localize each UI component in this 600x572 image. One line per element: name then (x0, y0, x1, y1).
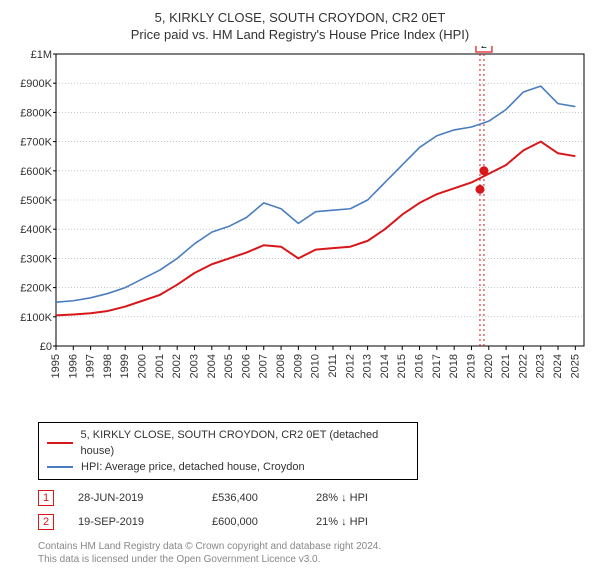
price-vs-hpi-chart: £0 £100K £200K £300K £400K £500K £600K £700K £80… (10, 46, 590, 416)
transaction-date: 19-SEP-2019 (78, 516, 188, 528)
svg-text:1995: 1995 (50, 354, 62, 378)
svg-text:2008: 2008 (275, 354, 287, 378)
footer-line: Contains HM Land Registry data © Crown c… (38, 540, 590, 553)
chart-legend: 5, KIRKLY CLOSE, SOUTH CROYDON, CR2 0ET … (38, 422, 418, 480)
svg-text:2010: 2010 (310, 354, 322, 378)
svg-text:2017: 2017 (431, 354, 443, 378)
svg-text:2003: 2003 (188, 354, 200, 378)
svg-text:2009: 2009 (292, 354, 304, 378)
svg-text:£900K: £900K (20, 78, 52, 90)
transaction-badge: 1 (38, 490, 54, 506)
svg-text:2014: 2014 (379, 354, 391, 378)
svg-text:1996: 1996 (67, 354, 79, 378)
transaction-date: 28-JUN-2019 (78, 492, 188, 504)
svg-text:2024: 2024 (552, 354, 564, 378)
svg-text:£600K: £600K (20, 166, 52, 178)
transaction-price: £536,400 (212, 492, 292, 504)
svg-text:£700K: £700K (20, 137, 52, 149)
svg-text:2002: 2002 (171, 354, 183, 378)
transaction-hpi-delta: 28% ↓ HPI (316, 492, 416, 504)
legend-swatch (47, 466, 73, 468)
svg-text:£200K: £200K (20, 283, 52, 295)
legend-swatch (47, 442, 73, 444)
svg-text:2004: 2004 (206, 354, 218, 378)
svg-text:2007: 2007 (258, 354, 270, 378)
svg-text:£300K: £300K (20, 253, 52, 265)
svg-text:2013: 2013 (362, 354, 374, 378)
transactions-table: 1 28-JUN-2019 £536,400 28% ↓ HPI 2 19-SEP-201… (38, 486, 590, 534)
svg-text:2020: 2020 (483, 354, 495, 378)
svg-text:2025: 2025 (569, 354, 581, 378)
legend-label: HPI: Average price, detached house, Croy… (81, 459, 305, 475)
svg-text:1997: 1997 (85, 354, 97, 378)
svg-text:£0: £0 (40, 341, 52, 353)
legend-item: 5, KIRKLY CLOSE, SOUTH CROYDON, CR2 0ET … (47, 427, 409, 459)
svg-text:£400K: £400K (20, 224, 52, 236)
svg-text:2015: 2015 (396, 354, 408, 378)
svg-text:2023: 2023 (535, 354, 547, 378)
svg-text:2018: 2018 (448, 354, 460, 378)
legend-label: 5, KIRKLY CLOSE, SOUTH CROYDON, CR2 0ET … (81, 427, 409, 459)
chart-title-address: 5, KIRKLY CLOSE, SOUTH CROYDON, CR2 0ET (10, 10, 590, 25)
svg-text:2019: 2019 (465, 354, 477, 378)
transaction-row: 1 28-JUN-2019 £536,400 28% ↓ HPI (38, 486, 590, 510)
chart-title-sub: Price paid vs. HM Land Registry's House … (10, 27, 590, 42)
svg-text:2022: 2022 (517, 354, 529, 378)
transaction-row: 2 19-SEP-2019 £600,000 21% ↓ HPI (38, 510, 590, 534)
transaction-badge: 2 (38, 514, 54, 530)
svg-text:£1M: £1M (31, 49, 52, 61)
svg-text:£500K: £500K (20, 195, 52, 207)
svg-text:2011: 2011 (327, 354, 339, 378)
svg-text:2012: 2012 (344, 354, 356, 378)
transaction-hpi-delta: 21% ↓ HPI (316, 516, 416, 528)
svg-text:2016: 2016 (414, 354, 426, 378)
svg-text:£100K: £100K (20, 312, 52, 324)
svg-text:1999: 1999 (119, 354, 131, 378)
svg-text:£800K: £800K (20, 107, 52, 119)
svg-text:2006: 2006 (240, 354, 252, 378)
svg-text:1998: 1998 (102, 354, 114, 378)
svg-text:2000: 2000 (137, 354, 149, 378)
svg-text:2001: 2001 (154, 354, 166, 378)
svg-text:2005: 2005 (223, 354, 235, 378)
container: 5, KIRKLY CLOSE, SOUTH CROYDON, CR2 0ET … (0, 0, 600, 572)
svg-text:2: 2 (481, 46, 487, 51)
svg-text:2021: 2021 (500, 354, 512, 378)
transaction-price: £600,000 (212, 516, 292, 528)
attribution-footer: Contains HM Land Registry data © Crown c… (38, 540, 590, 566)
legend-item: HPI: Average price, detached house, Croy… (47, 459, 409, 475)
